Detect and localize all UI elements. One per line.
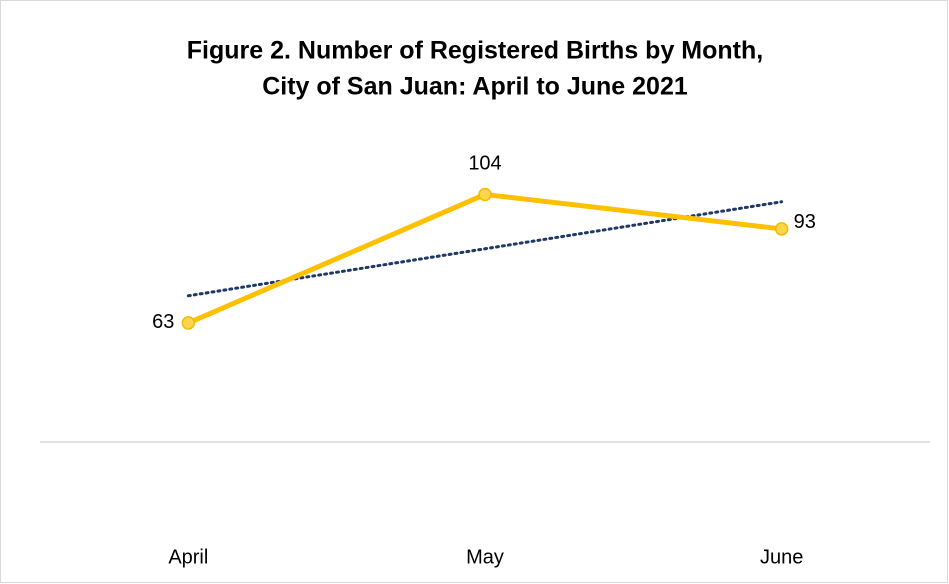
chart-title: Figure 2. Number of Registered Births by…	[187, 37, 763, 65]
chart-title: City of San Juan: April to June 2021	[262, 73, 688, 101]
data-point	[774, 222, 789, 236]
x-tick-label: May	[466, 546, 504, 568]
data-label: 93	[794, 211, 816, 233]
data-label: 104	[468, 153, 501, 175]
data-point	[181, 316, 196, 330]
x-tick-label: June	[760, 546, 803, 568]
data-point	[478, 187, 492, 202]
data-label: 63	[152, 311, 174, 333]
x-tick-label: April	[168, 546, 208, 568]
